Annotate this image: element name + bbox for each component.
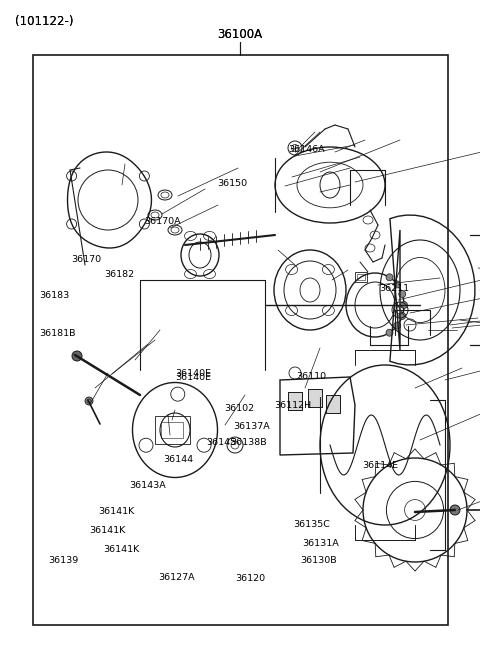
Circle shape (394, 281, 401, 288)
Circle shape (85, 397, 93, 405)
Text: 36182: 36182 (105, 270, 135, 279)
Text: 36110: 36110 (297, 372, 327, 381)
Bar (326, 395, 340, 413)
Text: 36102: 36102 (225, 403, 255, 413)
Text: 36138B: 36138B (230, 438, 267, 447)
Circle shape (386, 274, 393, 281)
Bar (355, 272, 367, 282)
Text: 36145: 36145 (206, 438, 237, 447)
Text: 36183: 36183 (39, 291, 70, 300)
Text: 36150: 36150 (217, 179, 247, 188)
Text: 36100A: 36100A (217, 28, 263, 41)
Text: 36112H: 36112H (275, 401, 312, 410)
Circle shape (394, 322, 401, 329)
Text: 36211: 36211 (379, 284, 409, 293)
Bar (308, 389, 322, 407)
Text: 36170A: 36170A (144, 217, 180, 226)
Text: 36137A: 36137A (233, 422, 270, 431)
Bar (161, 422, 183, 438)
Circle shape (386, 329, 393, 337)
Text: 36143A: 36143A (130, 481, 167, 490)
Text: 36120: 36120 (235, 574, 265, 583)
Text: 36140E: 36140E (175, 369, 211, 379)
Text: 36131A: 36131A (302, 539, 339, 548)
Text: 36144: 36144 (163, 455, 193, 464)
Bar (155, 416, 190, 444)
Bar (288, 392, 302, 410)
Bar (308, 389, 322, 407)
Circle shape (399, 291, 406, 298)
Text: 36135C: 36135C (293, 520, 330, 529)
Text: 36127A: 36127A (158, 573, 195, 582)
Bar (357, 274, 365, 280)
Text: 36139: 36139 (48, 556, 78, 565)
Text: 36141K: 36141K (89, 525, 125, 535)
Text: 36181B: 36181B (39, 329, 76, 338)
Text: 36100A: 36100A (217, 28, 263, 41)
Text: 36146A: 36146A (288, 145, 324, 154)
Circle shape (72, 351, 82, 361)
Text: 36170: 36170 (71, 255, 101, 264)
Text: 36114E: 36114E (362, 461, 398, 470)
Text: 36141K: 36141K (103, 545, 140, 554)
Bar (288, 392, 302, 410)
Circle shape (400, 302, 408, 308)
Text: 36130B: 36130B (300, 556, 336, 565)
Text: (101122-): (101122-) (15, 16, 73, 28)
Bar (326, 395, 340, 413)
Circle shape (450, 505, 460, 515)
Circle shape (399, 312, 406, 319)
Text: (101122-): (101122-) (15, 16, 73, 28)
Text: 36141K: 36141K (98, 507, 135, 516)
Bar (33, 55, 448, 625)
Text: 36140E: 36140E (175, 373, 211, 382)
